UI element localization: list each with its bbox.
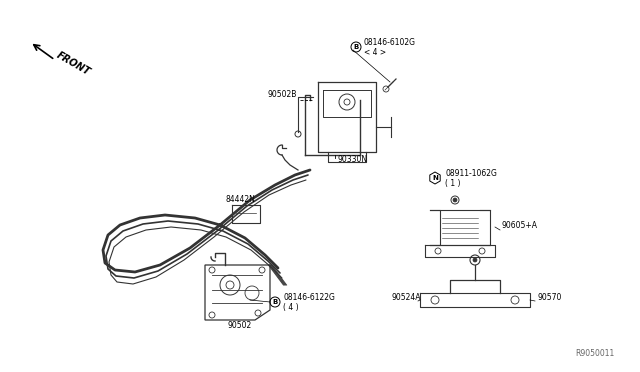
Text: R9050011: R9050011 bbox=[576, 349, 615, 358]
Circle shape bbox=[453, 198, 457, 202]
Text: B: B bbox=[353, 44, 358, 50]
Circle shape bbox=[473, 258, 477, 262]
Text: 90524A: 90524A bbox=[392, 293, 422, 302]
Text: 90502: 90502 bbox=[228, 321, 252, 330]
Text: N: N bbox=[432, 175, 438, 181]
Text: 90605+A: 90605+A bbox=[502, 221, 538, 230]
Text: < 4 >: < 4 > bbox=[364, 48, 386, 57]
Text: 08911-1062G: 08911-1062G bbox=[445, 169, 497, 178]
Text: 90330N: 90330N bbox=[338, 155, 368, 164]
Text: 08146-6102G: 08146-6102G bbox=[364, 38, 416, 47]
Text: FRONT: FRONT bbox=[55, 50, 92, 77]
Text: 90502B: 90502B bbox=[268, 90, 298, 99]
Text: 08146-6122G: 08146-6122G bbox=[283, 293, 335, 302]
Text: ( 1 ): ( 1 ) bbox=[445, 179, 461, 188]
Text: 90570: 90570 bbox=[537, 293, 561, 302]
Text: ( 4 ): ( 4 ) bbox=[283, 303, 299, 312]
Text: 84442N: 84442N bbox=[225, 195, 255, 204]
Text: B: B bbox=[273, 299, 278, 305]
